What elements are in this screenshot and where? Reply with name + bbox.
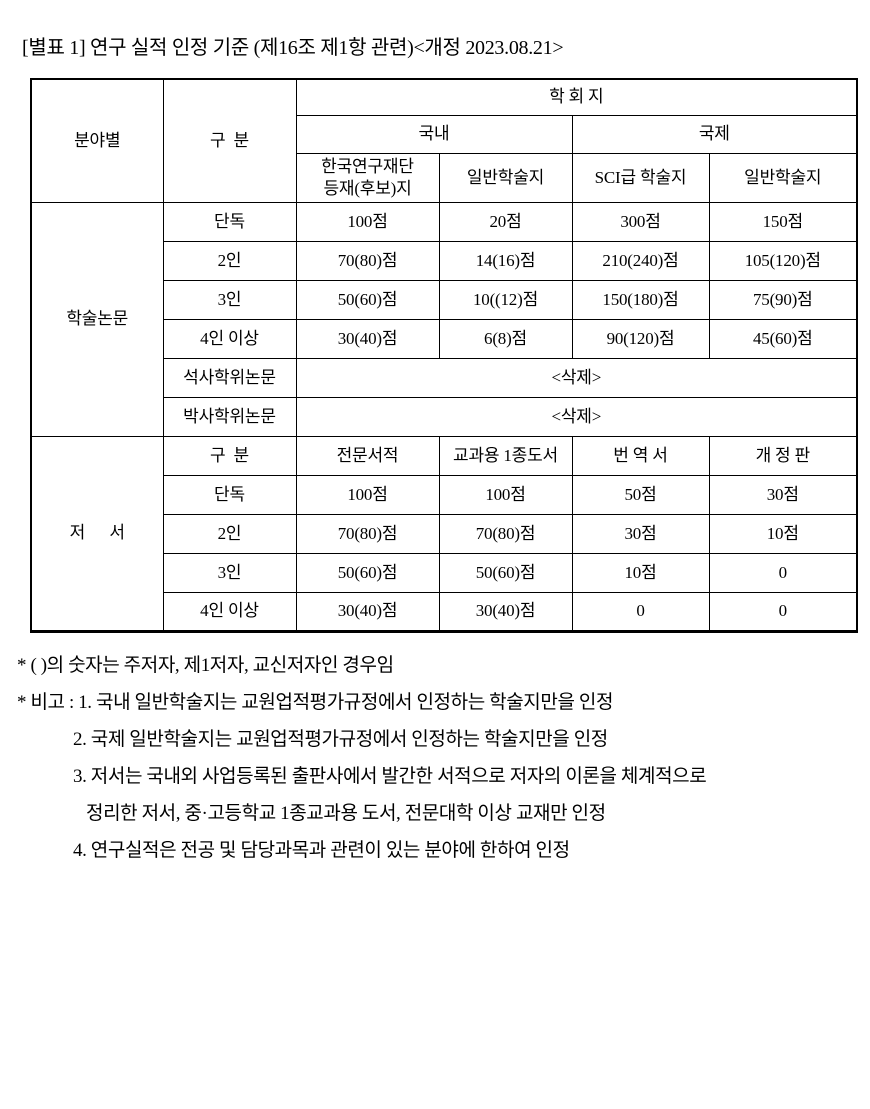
table-row: 박사학위논문 <삭제> [31, 396, 858, 437]
cell: 30(40)점 [295, 318, 440, 359]
cell: 20점 [438, 201, 573, 242]
cell: 70(80)점 [295, 240, 440, 281]
table-row: 2인 70(80)점 14(16)점 210(240)점 105(120)점 [31, 240, 858, 281]
book-col-header: 개 정 판 [708, 435, 858, 476]
cell: 30점 [708, 474, 858, 515]
cell: 50(60)점 [295, 552, 440, 593]
cell: 150점 [708, 201, 858, 242]
header-field: 분야별 [30, 78, 164, 203]
header-subcol-sci: SCI급 학술지 [571, 152, 710, 203]
cell: 90(120)점 [571, 318, 710, 359]
cell: 150(180)점 [571, 279, 710, 320]
book-col-header: 전문서적 [295, 435, 440, 476]
cell-deleted: <삭제> [295, 357, 858, 398]
cell: 100점 [295, 201, 440, 242]
research-criteria-table: 분야별 구 분 학 회 지 국내 국제 한국연구재단 등재(후보)지 일반학술지… [30, 78, 859, 633]
header-subcol-krf: 한국연구재단 등재(후보)지 [295, 152, 440, 203]
cell-deleted: <삭제> [295, 396, 858, 437]
cell: 10점 [708, 513, 858, 554]
cell: 70(80)점 [438, 513, 573, 554]
footnote-remark-1: * 비고 : 1. 국내 일반학술지는 교원업적평가규정에서 인정하는 학술지만… [17, 692, 614, 713]
table-row: 단독 100점 100점 50점 30점 [31, 474, 858, 515]
cell: 6(8)점 [438, 318, 573, 359]
row-header: 박사학위논문 [162, 396, 297, 437]
row-header: 구 분 [162, 435, 297, 476]
cell: 0 [708, 552, 858, 593]
book-col-header: 번 역 서 [571, 435, 710, 476]
cell: 30점 [571, 513, 710, 554]
header-subcol-general-domestic: 일반학술지 [438, 152, 573, 203]
cell: 300점 [571, 201, 710, 242]
cell: 100점 [438, 474, 573, 515]
cell: 210(240)점 [571, 240, 710, 281]
header-row-1: 분야별 구 분 학 회 지 [30, 78, 858, 203]
header-subcol-general-international: 일반학술지 [708, 152, 858, 203]
row-header: 4인 이상 [162, 318, 297, 359]
cell: 10((12)점 [438, 279, 573, 320]
row-header: 4인 이상 [162, 591, 297, 632]
cell: 50(60)점 [295, 279, 440, 320]
section-label-books: 저 서 [30, 435, 164, 632]
cell: 70(80)점 [295, 513, 440, 554]
footnote-remark-4: 4. 연구실적은 전공 및 담당과목과 관련이 있는 분야에 한하여 인정 [73, 840, 570, 861]
cell: 30(40)점 [295, 591, 440, 632]
header-row-3: 한국연구재단 등재(후보)지 일반학술지 SCI급 학술지 일반학술지 [31, 152, 858, 203]
cell: 0 [571, 591, 710, 632]
header-category: 구 분 [162, 78, 297, 203]
cell: 100점 [295, 474, 440, 515]
cell: 75(90)점 [708, 279, 858, 320]
book-col-header: 교과용 1종도서 [438, 435, 573, 476]
cell: 0 [708, 591, 858, 632]
cell: 105(120)점 [708, 240, 858, 281]
table-row: 3인 50(60)점 10((12)점 150(180)점 75(90)점 [31, 279, 858, 320]
header-international: 국제 [571, 114, 858, 154]
row-header: 2인 [162, 513, 297, 554]
table-row: 학술논문 단독 100점 20점 300점 150점 [30, 201, 858, 437]
cell: 14(16)점 [438, 240, 573, 281]
header-journal-group: 학 회 지 [295, 78, 858, 116]
footnote-remark-3-continued: 정리한 저서, 중·고등학교 1종교과용 도서, 전문대학 이상 교재만 인정 [86, 803, 606, 824]
row-header: 단독 [162, 474, 297, 515]
header-domestic: 국내 [295, 114, 573, 154]
row-header: 2인 [162, 240, 297, 281]
cell: 45(60)점 [708, 318, 858, 359]
cell: 10점 [571, 552, 710, 593]
row-header: 3인 [162, 552, 297, 593]
page-title: [별표 1] 연구 실적 인정 기준 (제16조 제1항 관련)<개정 2023… [22, 37, 564, 59]
row-header: 석사학위논문 [162, 357, 297, 398]
section-label-papers: 학술논문 [30, 201, 164, 437]
table-row: 4인 이상 30(40)점 30(40)점 0 0 [31, 591, 858, 632]
footnote-remark-3: 3. 저서는 국내외 사업등록된 출판사에서 발간한 서적으로 저자의 이론을 … [73, 766, 707, 787]
row-header: 3인 [162, 279, 297, 320]
cell: 50(60)점 [438, 552, 573, 593]
cell: 30(40)점 [438, 591, 573, 632]
table-row: 3인 50(60)점 50(60)점 10점 0 [31, 552, 858, 593]
header-row-2: 국내 국제 [31, 114, 858, 154]
table-row: 2인 70(80)점 70(80)점 30점 10점 [31, 513, 858, 554]
footnote-remark-2: 2. 국제 일반학술지는 교원업적평가규정에서 인정하는 학술지만을 인정 [73, 729, 608, 750]
row-header: 단독 [162, 201, 297, 242]
table-row: 저 서 구 분 전문서적 교과용 1종도서 번 역 서 개 정 판 [30, 435, 858, 632]
table-row: 4인 이상 30(40)점 6(8)점 90(120)점 45(60)점 [31, 318, 858, 359]
footnote-parentheses: * ( )의 숫자는 주저자, 제1저자, 교신저자인 경우임 [17, 655, 394, 676]
cell: 50점 [571, 474, 710, 515]
